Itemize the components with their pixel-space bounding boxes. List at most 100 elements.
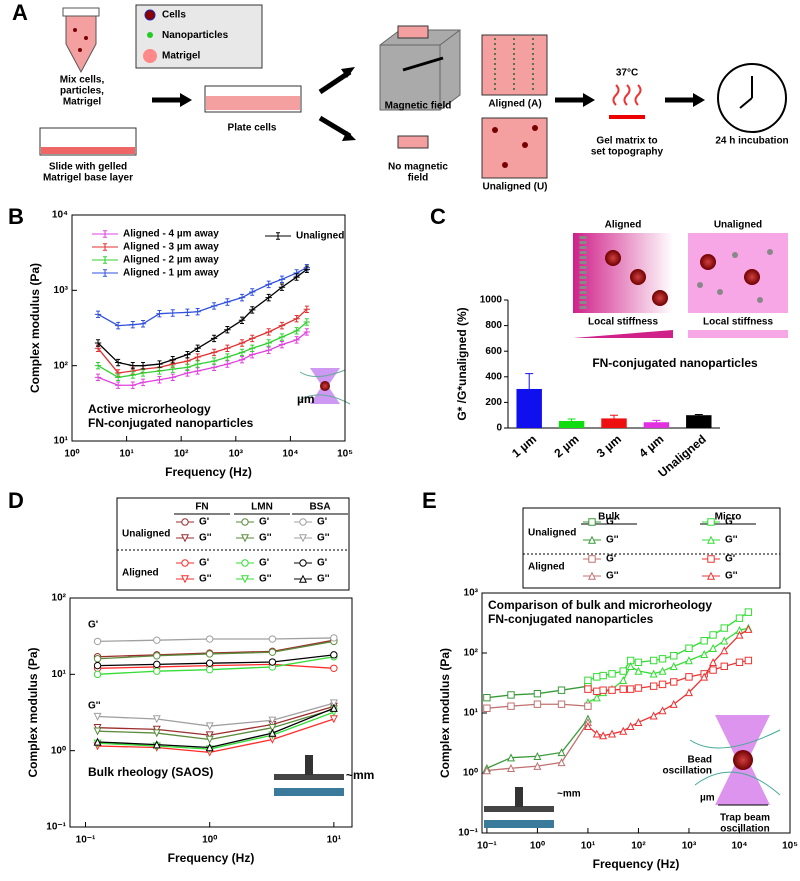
marker <box>94 339 102 347</box>
legend-label: Aligned - 2 µm away <box>123 255 219 266</box>
marker <box>293 336 300 344</box>
marker <box>265 339 272 347</box>
x-tick-label: 10⁻¹ <box>477 841 497 852</box>
marker <box>114 358 122 367</box>
marker <box>205 650 214 658</box>
marker <box>153 636 161 644</box>
marker <box>658 655 667 663</box>
marker <box>293 273 300 281</box>
marker <box>101 256 109 264</box>
marker <box>584 676 592 685</box>
x-tick-label: 10¹ <box>327 835 342 846</box>
marker <box>709 643 718 652</box>
marker <box>249 288 256 296</box>
step-label: Magnetic field <box>385 101 452 112</box>
marker <box>303 318 311 326</box>
marker <box>670 652 678 660</box>
x-tick-label: 10⁵ <box>782 841 798 852</box>
x-axis-label: Frequency (Hz) <box>165 465 252 479</box>
marker <box>94 373 102 382</box>
annotation: oscillation <box>720 824 769 835</box>
panel-letter: D <box>8 488 24 513</box>
marker <box>658 706 667 715</box>
error-bar <box>694 414 703 416</box>
marker <box>587 535 597 544</box>
marker <box>184 308 191 317</box>
x-tick-label: 10⁰ <box>530 841 545 852</box>
marker <box>129 361 137 370</box>
marker <box>634 658 643 666</box>
marker <box>658 666 667 675</box>
marker <box>278 340 286 349</box>
marker <box>507 691 515 699</box>
marker <box>94 310 102 319</box>
marker <box>205 666 214 674</box>
x-axis-label: Frequency (Hz) <box>593 857 680 871</box>
inset-art <box>274 368 781 828</box>
y-tick-label: 10¹ <box>464 708 479 719</box>
legend-label: G' <box>199 517 209 528</box>
marker <box>210 302 218 310</box>
annotation: Local stiffness <box>703 317 773 328</box>
y-tick-label: 10⁴ <box>52 210 68 221</box>
legend-box <box>522 507 781 589</box>
marker <box>299 559 307 567</box>
marker <box>649 711 658 720</box>
step-label: Matrigel <box>63 97 102 108</box>
marker <box>329 699 338 708</box>
y-tick-label: 800 <box>485 320 502 331</box>
annotation: Local stiffness <box>588 317 658 328</box>
marker <box>588 518 596 526</box>
marker <box>634 666 643 675</box>
marker <box>592 729 601 738</box>
marker <box>184 350 191 359</box>
marker <box>557 686 566 694</box>
legend-header: LMN <box>251 502 273 513</box>
marker <box>129 367 137 375</box>
marker <box>156 376 163 384</box>
annotation: ~mm <box>557 789 581 800</box>
inset-art <box>573 233 788 338</box>
step-label: particles, <box>60 86 104 97</box>
marker <box>224 353 231 361</box>
marker <box>298 534 308 543</box>
y-tick-label: 10⁻¹ <box>46 822 66 833</box>
marker <box>278 283 286 291</box>
y-tick-label: 1000 <box>480 295 503 306</box>
marker <box>330 634 338 642</box>
marker <box>593 687 601 695</box>
marker <box>93 727 102 736</box>
marker <box>169 356 176 364</box>
legend-header: Aligned <box>528 562 565 573</box>
marker <box>634 717 643 726</box>
annotation: G' <box>88 620 98 631</box>
marker <box>293 327 300 335</box>
marker <box>93 637 102 646</box>
step-label: Matrigel base layer <box>43 173 133 184</box>
y-tick-label: 10² <box>54 360 69 371</box>
legend-label: G'' <box>317 574 330 585</box>
marker <box>608 686 616 694</box>
marker <box>330 651 338 659</box>
legend-header: Unaligned <box>122 529 170 540</box>
marker <box>205 731 214 740</box>
marker <box>194 353 201 361</box>
marker <box>303 265 311 274</box>
marker <box>649 682 658 690</box>
y-axis-label: Complex modulus (Pa) <box>438 648 452 778</box>
annotation: Active microrheology <box>88 402 211 416</box>
marker <box>298 574 308 583</box>
marker <box>205 659 214 667</box>
marker <box>169 373 176 382</box>
marker <box>205 743 214 752</box>
legend-label: G'' <box>259 533 272 544</box>
x-tick-label: 10³ <box>682 841 697 852</box>
marker <box>184 357 191 365</box>
error-bar <box>610 414 618 422</box>
marker <box>139 378 147 387</box>
marker <box>706 535 716 544</box>
legend-box <box>116 497 350 591</box>
x-tick-label: 10⁴ <box>731 841 747 852</box>
legend-header: Unaligned <box>528 528 576 539</box>
